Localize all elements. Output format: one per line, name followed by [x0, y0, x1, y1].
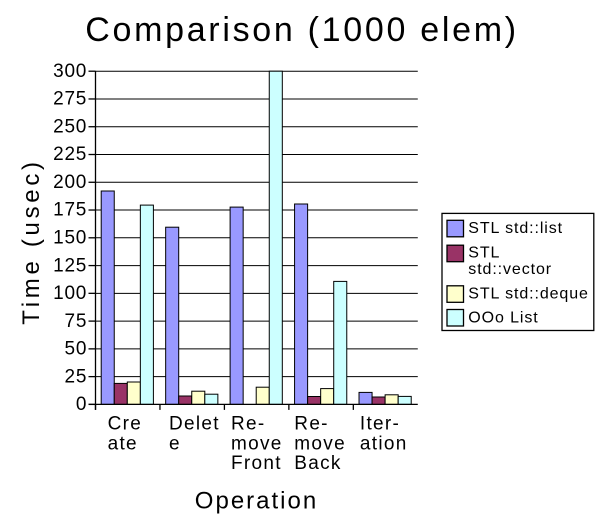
svg-text:ate: ate	[108, 433, 138, 454]
svg-text:Front: Front	[231, 453, 282, 474]
svg-text:0: 0	[76, 394, 87, 415]
svg-text:300: 300	[53, 61, 87, 82]
svg-text:250: 250	[53, 116, 87, 137]
svg-text:Delet: Delet	[169, 413, 220, 434]
svg-text:150: 150	[53, 228, 87, 249]
svg-text:Cre: Cre	[108, 413, 143, 434]
svg-text:100: 100	[53, 283, 87, 304]
svg-text:STL std::deque: STL std::deque	[468, 286, 589, 303]
svg-text:Back: Back	[294, 453, 341, 474]
svg-text:Comparison (1000 elem): Comparison (1000 elem)	[85, 11, 519, 49]
svg-text:std::vector: std::vector	[468, 261, 552, 278]
svg-text:e: e	[169, 433, 181, 454]
svg-text:STL std::list: STL std::list	[468, 220, 563, 237]
svg-text:Re-: Re-	[294, 413, 329, 434]
svg-text:ation: ation	[360, 433, 408, 454]
svg-text:Operation: Operation	[195, 488, 318, 515]
svg-text:STL: STL	[468, 245, 500, 262]
svg-text:25: 25	[64, 366, 87, 387]
svg-text:125: 125	[53, 255, 87, 276]
svg-text:50: 50	[64, 339, 87, 360]
svg-text:225: 225	[53, 144, 87, 165]
svg-text:275: 275	[53, 89, 87, 110]
svg-text:OOo List: OOo List	[468, 309, 538, 326]
svg-text:200: 200	[53, 172, 87, 193]
svg-text:Time (usec): Time (usec)	[18, 158, 45, 325]
svg-text:175: 175	[53, 200, 87, 221]
svg-text:75: 75	[64, 311, 87, 332]
svg-text:move: move	[294, 433, 346, 454]
svg-text:Re-: Re-	[231, 413, 266, 434]
svg-text:Iter-: Iter-	[360, 413, 400, 434]
svg-text:move: move	[231, 433, 283, 454]
